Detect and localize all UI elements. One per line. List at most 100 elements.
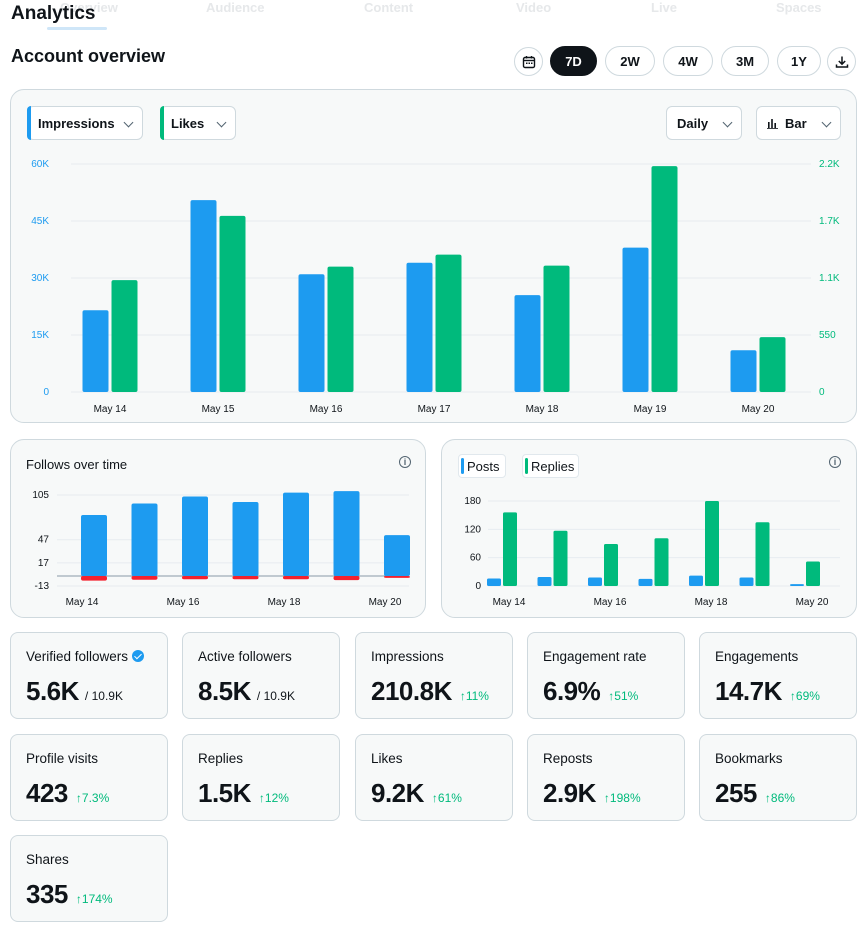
- stat-value-row: 6.9% ↑51%: [543, 676, 638, 707]
- replies-legend[interactable]: Replies: [522, 454, 579, 478]
- stat-value-row: 9.2K ↑61%: [371, 778, 462, 809]
- follows-title: Follows over time: [26, 457, 128, 472]
- stat-label: Reposts: [543, 751, 593, 766]
- stat-change: ↑12%: [259, 791, 289, 805]
- x-tick-label: May 14: [94, 404, 127, 415]
- stat-change-value: 86%: [770, 791, 795, 805]
- y-tick: 105: [32, 490, 49, 501]
- metric2-dropdown[interactable]: Likes: [160, 106, 236, 140]
- stat-change: ↑198%: [604, 791, 641, 805]
- tab-overview[interactable]: Overview: [60, 0, 118, 15]
- arrow-up-icon: ↑: [431, 791, 438, 805]
- arrow-up-icon: ↑: [608, 689, 615, 703]
- stat-change: ↑51%: [608, 689, 638, 703]
- follows-bar: [232, 501, 259, 576]
- stat-label: Profile visits: [26, 751, 99, 766]
- y-tick-right: 1.7K: [819, 216, 840, 227]
- impressions-bar: [514, 295, 541, 392]
- arrow-up-icon: ↑: [603, 791, 610, 805]
- impressions-bar: [406, 262, 433, 392]
- download-button[interactable]: [827, 47, 856, 76]
- impressions-bar: [190, 200, 217, 392]
- metric2-color-bar: [160, 106, 164, 140]
- stat-label: Replies: [198, 751, 244, 766]
- metric2-label: Likes: [171, 115, 205, 131]
- arrow-up-icon: ↑: [75, 791, 82, 805]
- stat-value-row: 210.8K ↑11%: [371, 676, 489, 707]
- calendar-button[interactable]: [514, 47, 543, 76]
- follows-bar-chart: 105 47 17 -13 May 14 May 16 May 18 May 20: [32, 490, 410, 608]
- stat-value-row: 5.6K / 10.9K: [26, 676, 123, 707]
- y-tick-left: 60K: [31, 159, 49, 170]
- info-icon[interactable]: i: [399, 456, 411, 468]
- stat-card-engagements[interactable]: Engagements 14.7K ↑69%: [699, 632, 857, 719]
- follows-bar: [333, 491, 360, 576]
- stat-value-row: 2.9K ↑198%: [543, 778, 641, 809]
- range-4w-button[interactable]: 4W: [663, 46, 713, 76]
- stat-label: Bookmarks: [715, 751, 783, 766]
- likes-bar: [543, 265, 570, 392]
- x-tick-label: May 19: [634, 404, 667, 415]
- stat-change: ↑86%: [765, 791, 795, 805]
- posts-bar: [689, 575, 703, 586]
- x-tick-label: May 17: [418, 404, 451, 415]
- stat-value: 1.5K: [198, 778, 251, 808]
- stat-label: Impressions: [371, 649, 444, 664]
- y-tick-left: 0: [43, 387, 49, 398]
- stat-card-verified-followers[interactable]: Verified followers 5.6K / 10.9K: [10, 632, 168, 719]
- range-7d-button[interactable]: 7D: [550, 46, 597, 76]
- bar-chart-icon: [767, 119, 778, 129]
- arrow-up-icon: ↑: [459, 689, 466, 703]
- unfollows-bar: [333, 576, 360, 581]
- arrow-up-icon: ↑: [258, 791, 265, 805]
- download-icon: [835, 56, 848, 68]
- stat-card-engagement-rate[interactable]: Engagement rate 6.9% ↑51%: [527, 632, 685, 719]
- arrow-up-icon: ↑: [764, 791, 771, 805]
- unfollows-bar: [384, 576, 410, 578]
- chart-type-dropdown[interactable]: Bar: [756, 106, 841, 140]
- stat-card-impressions[interactable]: Impressions 210.8K ↑11%: [355, 632, 513, 719]
- x-tick-label: May 18: [526, 404, 559, 415]
- stat-change-value: 7.3%: [81, 791, 110, 805]
- tab-content[interactable]: Content: [364, 0, 414, 15]
- follows-bar: [283, 492, 309, 576]
- posts-bar: [739, 577, 754, 586]
- stat-card-profile-visits[interactable]: Profile visits 423 ↑7.3%: [10, 734, 168, 821]
- stat-card-replies[interactable]: Replies 1.5K ↑12%: [182, 734, 340, 821]
- stat-card-bookmarks[interactable]: Bookmarks 255 ↑86%: [699, 734, 857, 821]
- stat-card-shares[interactable]: Shares 335 ↑174%: [10, 835, 168, 922]
- interval-dropdown[interactable]: Daily: [666, 106, 742, 140]
- range-3m-button[interactable]: 3M: [721, 46, 769, 76]
- stat-value: 6.9%: [543, 676, 601, 706]
- unfollows-bar: [182, 576, 208, 580]
- chart-type-label: Bar: [785, 115, 807, 131]
- stat-label: Engagements: [715, 649, 799, 664]
- tab-audience[interactable]: Audience: [206, 0, 265, 15]
- metric1-label: Impressions: [38, 115, 115, 131]
- posts-bar: [588, 577, 602, 586]
- replies-legend-label: Replies: [531, 458, 575, 474]
- tab-spaces[interactable]: Spaces: [776, 0, 822, 15]
- metric1-dropdown[interactable]: Impressions: [27, 106, 143, 140]
- stat-change: ↑61%: [432, 791, 462, 805]
- y-tick-right: 1.1K: [819, 273, 840, 284]
- replies-bar: [654, 538, 669, 586]
- stat-card-likes[interactable]: Likes 9.2K ↑61%: [355, 734, 513, 821]
- replies-bar: [503, 512, 517, 586]
- posts-bar: [487, 578, 501, 586]
- posts-legend-label: Posts: [467, 458, 500, 474]
- posts-replies-bar-chart: 180 120 60 0 May 14 May 16 May 18 May 20: [464, 496, 840, 608]
- stat-value: 5.6K: [26, 676, 79, 706]
- tab-video[interactable]: Video: [516, 0, 552, 15]
- tab-live[interactable]: Live: [651, 0, 678, 15]
- info-icon[interactable]: i: [829, 456, 841, 468]
- x-tick-label: May 15: [202, 404, 235, 415]
- range-2w-button[interactable]: 2W: [605, 46, 655, 76]
- stat-card-active-followers[interactable]: Active followers 8.5K / 10.9K: [182, 632, 340, 719]
- y-tick-right: 2.2K: [819, 159, 840, 170]
- stat-card-reposts[interactable]: Reposts 2.9K ↑198%: [527, 734, 685, 821]
- range-1y-button[interactable]: 1Y: [777, 46, 821, 76]
- likes-bar: [111, 280, 138, 392]
- x-tick-label: May 16: [167, 597, 200, 608]
- posts-legend[interactable]: Posts: [458, 454, 506, 478]
